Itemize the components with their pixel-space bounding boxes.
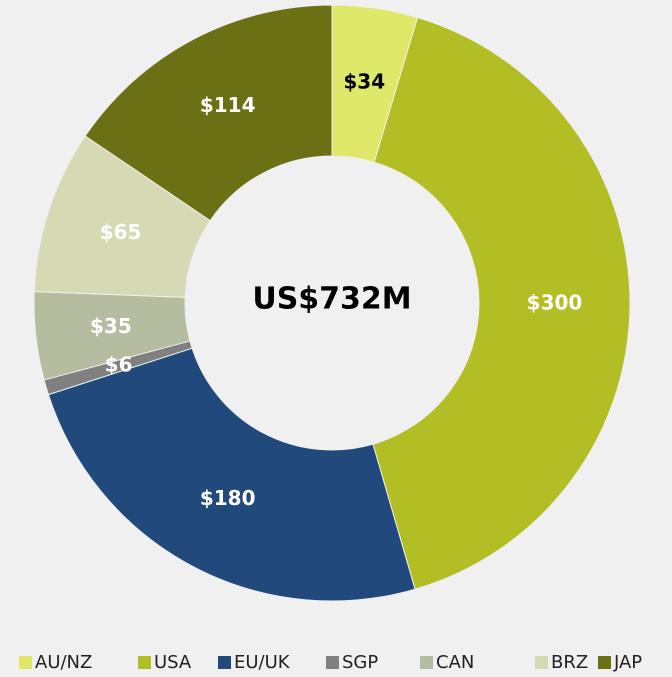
- legend-swatch: [535, 656, 548, 669]
- slice: [372, 16, 631, 590]
- slice: [47, 347, 416, 602]
- legend-label: USA: [154, 652, 192, 673]
- data-label: $34: [343, 69, 385, 93]
- legend-swatch: [19, 656, 32, 669]
- data-label: $65: [100, 220, 142, 244]
- slice: [84, 4, 333, 222]
- legend-swatch: [598, 656, 611, 669]
- legend-swatch: [326, 656, 339, 669]
- data-label: $6: [105, 352, 133, 376]
- legend-label: JAP: [613, 652, 642, 673]
- legend-label: BRZ: [551, 652, 588, 673]
- data-label: $35: [90, 314, 132, 338]
- legend-swatch: [420, 656, 433, 669]
- legend-label: SGP: [342, 652, 378, 673]
- legend-label: AU/NZ: [35, 652, 92, 673]
- data-label: $300: [527, 290, 583, 314]
- data-label: $180: [200, 486, 256, 510]
- legend-label: EU/UK: [234, 652, 291, 673]
- data-label: $114: [200, 93, 256, 117]
- legend-swatch: [138, 656, 151, 669]
- center-label: US$732M: [252, 282, 411, 317]
- legend-swatch: [218, 656, 231, 669]
- legend-label: CAN: [436, 652, 474, 673]
